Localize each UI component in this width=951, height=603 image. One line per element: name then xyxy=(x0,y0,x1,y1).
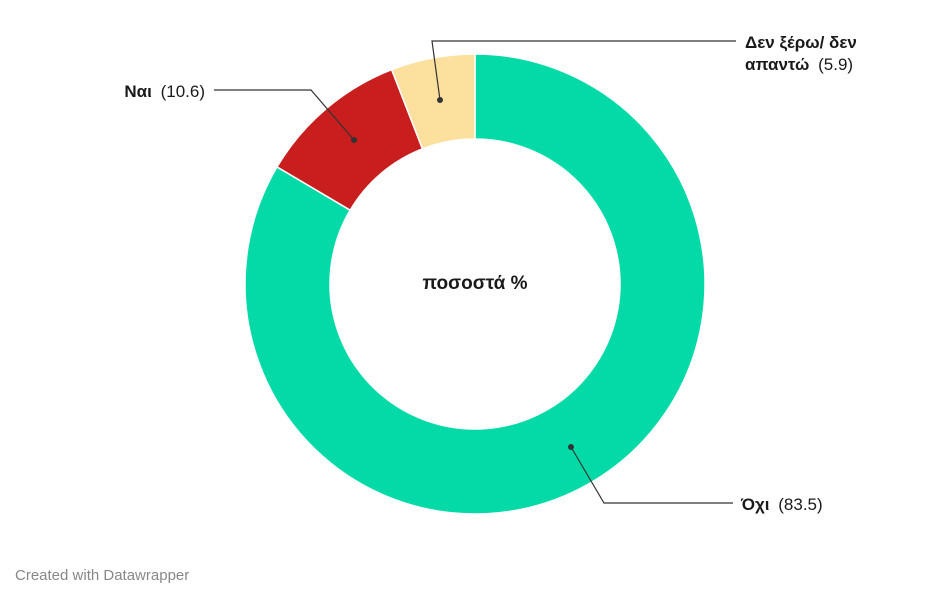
slice-label-name-line1: Δεν ξέρω/ δεν xyxy=(745,33,857,52)
donut-slice xyxy=(390,53,476,150)
slice-label-value: (5.9) xyxy=(818,55,853,74)
leader-dot xyxy=(437,97,443,103)
slice-label-value: (10.6) xyxy=(161,82,205,101)
slice-label-name: Όχι xyxy=(740,495,770,514)
slice-label-dk-line2: απαντώ (5.9) xyxy=(745,55,853,74)
leader-line xyxy=(431,40,736,101)
donut-slice xyxy=(244,53,706,515)
leader-line xyxy=(570,446,733,504)
slice-label-value: (83.5) xyxy=(778,495,822,514)
leader-line xyxy=(214,89,355,141)
slice-label-dk-line1: Δεν ξέρω/ δεν xyxy=(745,33,857,52)
slice-label-nai: Ναι (10.6) xyxy=(124,82,205,101)
leader-dot xyxy=(568,444,574,450)
slice-label-oxi: Όχι (83.5) xyxy=(740,495,823,514)
datawrapper-credit: Created with Datawrapper xyxy=(15,567,190,584)
slice-label-name: Ναι xyxy=(124,82,152,101)
donut-slices xyxy=(244,53,706,515)
leader-dot xyxy=(351,137,357,143)
center-label: ποσοστά % xyxy=(422,273,527,294)
slice-label-name-line2: απαντώ xyxy=(745,55,809,74)
leader-lines xyxy=(214,40,736,504)
